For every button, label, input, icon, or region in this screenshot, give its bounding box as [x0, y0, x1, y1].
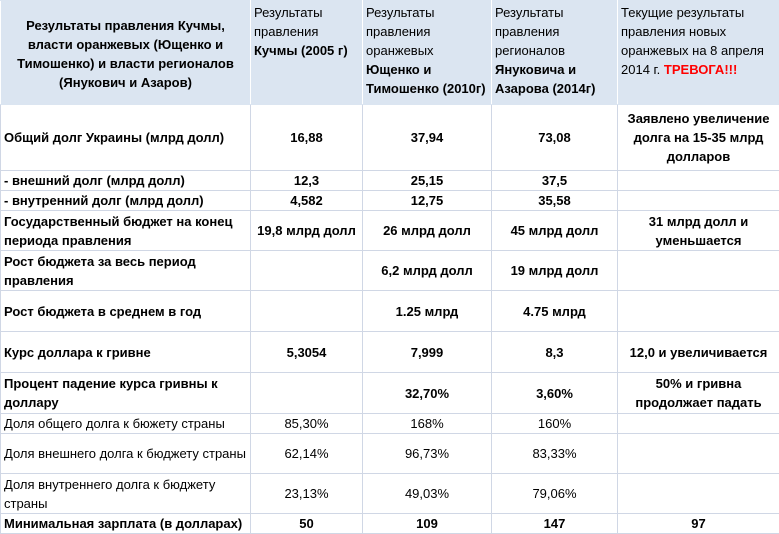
row-label: - внутренний долг (млрд долл)	[1, 191, 251, 211]
cell-orange: 7,999	[363, 332, 492, 373]
cell-kuchma	[251, 373, 363, 414]
cell-kuchma: 4,582	[251, 191, 363, 211]
cell-regions: 147	[492, 514, 618, 534]
cell-kuchma: 23,13%	[251, 474, 363, 514]
cell-regions: 79,06%	[492, 474, 618, 514]
cell-orange: 6,2 млрд долл	[363, 251, 492, 291]
cell-kuchma: 16,88	[251, 105, 363, 171]
cell-current: 50% и гривна продолжает падать	[618, 373, 779, 414]
row-label: Общий долг Украины (млрд долл)	[1, 105, 251, 171]
row-label: Доля внутреннего долга к бюджету страны	[1, 474, 251, 514]
cell-kuchma: 12,3	[251, 171, 363, 191]
header-cell-regions: Результаты правления регионалов Янукович…	[492, 1, 618, 105]
table-row: Государственный бюджет на конец периода …	[1, 211, 779, 251]
row-label: Процент падение курса гривны к доллару	[1, 373, 251, 414]
cell-kuchma: 19,8 млрд долл	[251, 211, 363, 251]
cell-orange: 49,03%	[363, 474, 492, 514]
header-regions-bold: Януковича и Азарова (2014г)	[495, 62, 595, 96]
cell-kuchma	[251, 291, 363, 332]
cell-regions: 37,5	[492, 171, 618, 191]
cell-orange: 168%	[363, 414, 492, 434]
cell-current: 12,0 и увеличивается	[618, 332, 779, 373]
cell-regions: 19 млрд долл	[492, 251, 618, 291]
cell-current	[618, 251, 779, 291]
cell-kuchma: 85,30%	[251, 414, 363, 434]
cell-kuchma: 5,3054	[251, 332, 363, 373]
cell-regions: 3,60%	[492, 373, 618, 414]
cell-regions: 160%	[492, 414, 618, 434]
cell-current	[618, 414, 779, 434]
cell-current	[618, 171, 779, 191]
cell-regions: 83,33%	[492, 434, 618, 474]
row-label: Доля внешнего долга к бюджету страны	[1, 434, 251, 474]
cell-regions: 35,58	[492, 191, 618, 211]
cell-regions: 73,08	[492, 105, 618, 171]
table-row: Рост бюджета за весь период правления 6,2…	[1, 251, 779, 291]
cell-kuchma: 62,14%	[251, 434, 363, 474]
row-label: Курс доллара к гривне	[1, 332, 251, 373]
header-row: Результаты правления Кучмы, власти оранж…	[1, 1, 779, 105]
cell-orange: 25,15	[363, 171, 492, 191]
cell-orange: 1.25 млрд	[363, 291, 492, 332]
cell-regions: 8,3	[492, 332, 618, 373]
cell-current: Заявлено увеличение долга на 15-35 млрд …	[618, 105, 779, 171]
row-label: Рост бюджета за весь период правления	[1, 251, 251, 291]
cell-current	[618, 191, 779, 211]
cell-orange: 26 млрд долл	[363, 211, 492, 251]
header-cell-orange: Результаты правления оранжевых Ющенко и …	[363, 1, 492, 105]
row-label: Рост бюджета в среднем в год	[1, 291, 251, 332]
header-cell-kuchma: Результаты правления Кучмы (2005 г)	[251, 1, 363, 105]
cell-current	[618, 474, 779, 514]
row-label: - внешний долг (млрд долл)	[1, 171, 251, 191]
header-kuchma-bold: Кучмы (2005 г)	[254, 43, 348, 58]
cell-orange: 12,75	[363, 191, 492, 211]
cell-orange: 37,94	[363, 105, 492, 171]
cell-kuchma	[251, 251, 363, 291]
table-row: Процент падение курса гривны к доллару 32…	[1, 373, 779, 414]
cell-current: 31 млрд долл и уменьшается	[618, 211, 779, 251]
header-orange-plain: Результаты правления оранжевых	[366, 5, 434, 58]
cell-current	[618, 291, 779, 332]
row-label: Минимальная зарплата (в долларах)	[1, 514, 251, 534]
cell-regions: 4.75 млрд	[492, 291, 618, 332]
cell-orange: 109	[363, 514, 492, 534]
cell-current: 97	[618, 514, 779, 534]
header-cell-topic: Результаты правления Кучмы, власти оранж…	[1, 1, 251, 105]
cell-regions: 45 млрд долл	[492, 211, 618, 251]
cell-orange: 96,73%	[363, 434, 492, 474]
cell-kuchma: 50	[251, 514, 363, 534]
cell-current	[618, 434, 779, 474]
row-label: Доля общего долга к бюжету страны	[1, 414, 251, 434]
header-topic-text: Результаты правления Кучмы, власти оранж…	[17, 18, 234, 90]
header-kuchma-plain: Результаты правления	[254, 5, 322, 39]
header-cell-current: Текущие результаты правления новых оранж…	[618, 1, 779, 105]
cell-orange: 32,70%	[363, 373, 492, 414]
header-orange-bold: Ющенко и Тимошенко (2010г)	[366, 62, 486, 96]
header-regions-plain: Результаты правления регионалов	[495, 5, 565, 58]
row-label: Государственный бюджет на конец периода …	[1, 211, 251, 251]
alert-text: ТРЕВОГА!!!	[664, 62, 737, 77]
